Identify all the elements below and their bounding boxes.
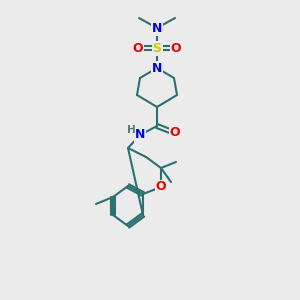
Text: N: N: [135, 128, 145, 142]
Text: N: N: [152, 22, 162, 34]
Text: O: O: [170, 127, 180, 140]
Text: H: H: [127, 125, 135, 135]
Text: O: O: [171, 41, 181, 55]
Text: O: O: [156, 181, 166, 194]
Text: S: S: [152, 41, 161, 55]
Text: N: N: [152, 61, 162, 74]
Text: O: O: [133, 41, 143, 55]
